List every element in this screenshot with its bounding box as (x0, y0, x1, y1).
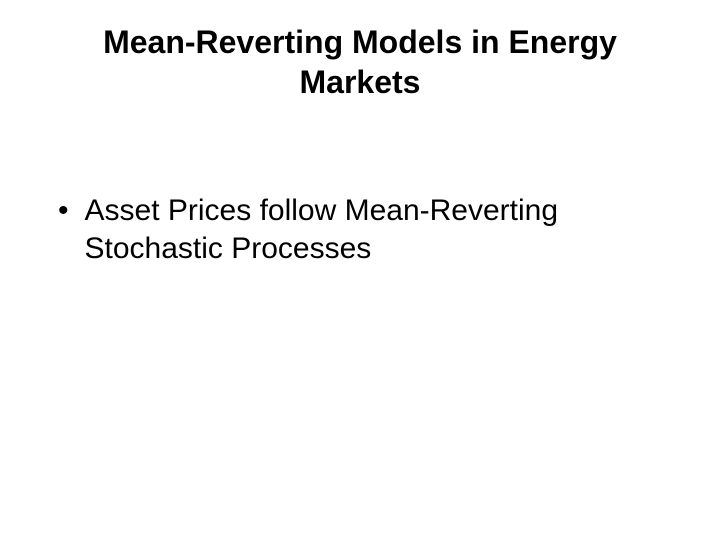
slide-title: Mean-Reverting Models in Energy Markets (50, 22, 670, 102)
slide-container: Mean-Reverting Models in Energy Markets … (0, 0, 720, 540)
bullet-text: Asset Prices follow Mean-Reverting Stoch… (85, 192, 670, 267)
slide-content: • Asset Prices follow Mean-Reverting Sto… (50, 192, 670, 267)
bullet-item: • Asset Prices follow Mean-Reverting Sto… (58, 192, 670, 267)
bullet-marker: • (58, 192, 69, 230)
